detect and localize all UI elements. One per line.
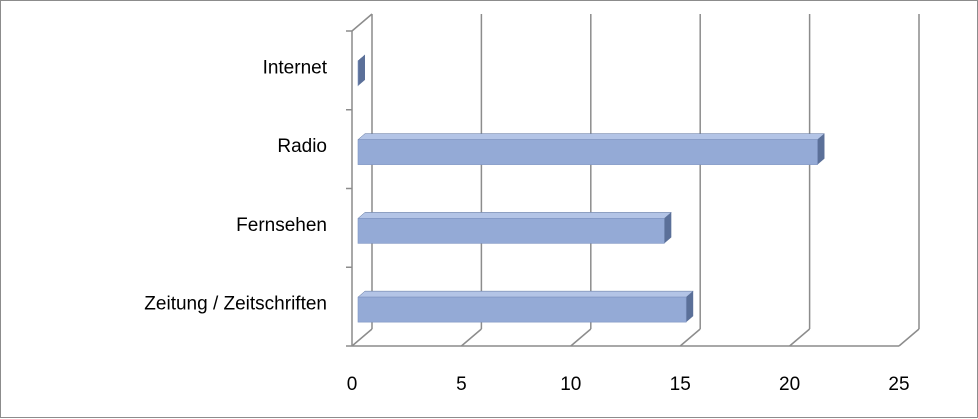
category-label: Radio xyxy=(277,136,327,157)
x-tick-label: 10 xyxy=(560,374,581,395)
gridline-floor xyxy=(790,329,810,346)
bar xyxy=(358,297,686,322)
bar-top xyxy=(358,212,671,218)
bar-top xyxy=(358,134,824,140)
x-tick-label: 0 xyxy=(347,374,358,395)
gridline-floor xyxy=(680,329,700,346)
x-tick-label: 15 xyxy=(670,374,691,395)
category-label: Zeitung / Zeitschriften xyxy=(144,294,327,315)
category-label: Internet xyxy=(263,57,328,78)
gridline-floor xyxy=(899,329,919,346)
x-tick-label: 5 xyxy=(456,374,467,395)
bar xyxy=(358,218,664,243)
y-axis-top xyxy=(352,14,372,31)
gridline-floor xyxy=(461,329,481,346)
gridline-floor xyxy=(571,329,591,346)
bar-top xyxy=(358,291,693,297)
x-tick-label: 20 xyxy=(779,374,800,395)
bar-side xyxy=(358,55,365,86)
gridline-floor xyxy=(352,329,372,346)
x-tick-label: 25 xyxy=(888,374,909,395)
bar xyxy=(358,140,817,165)
category-label: Fernsehen xyxy=(236,215,327,236)
